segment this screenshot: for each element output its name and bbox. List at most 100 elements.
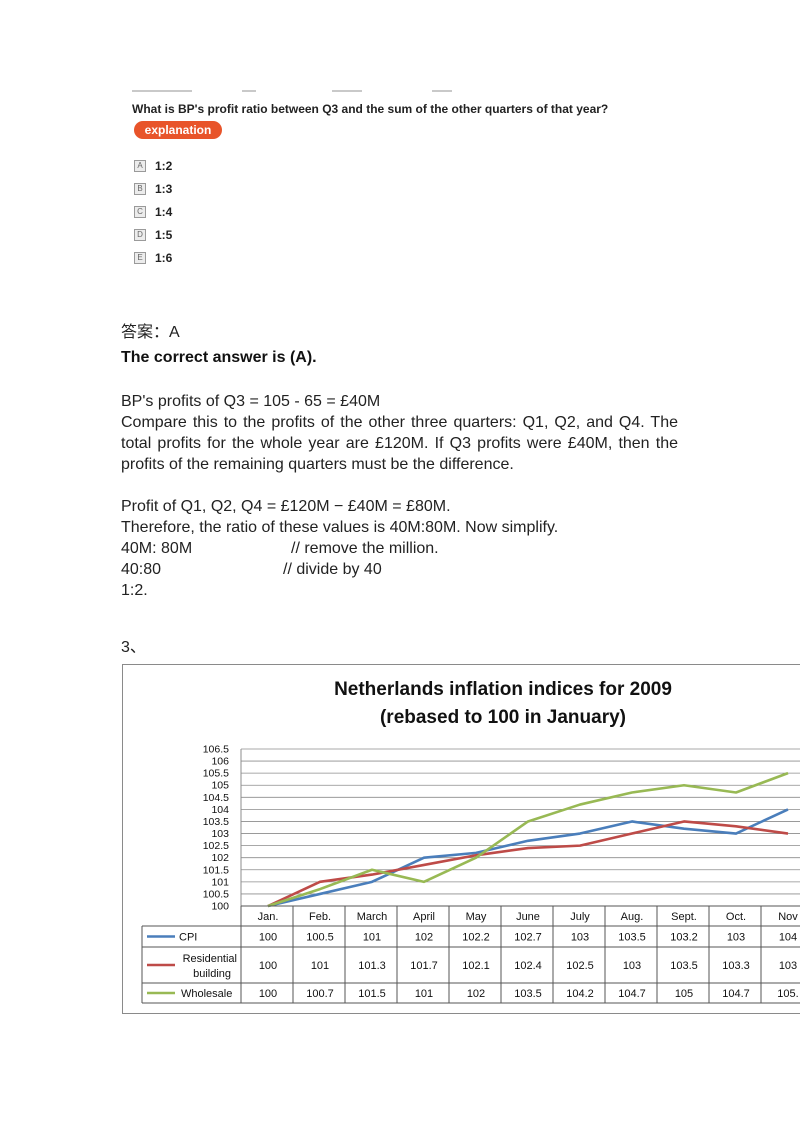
question-number: 3、 bbox=[121, 639, 146, 656]
category-label: Oct. bbox=[726, 911, 746, 923]
option-b[interactable]: B 1:3 bbox=[134, 177, 172, 200]
data-label: 104.7 bbox=[722, 988, 750, 1000]
step1: 40M: 80M bbox=[121, 540, 193, 557]
data-label: 104.7 bbox=[618, 988, 646, 1000]
data-label: 103 bbox=[623, 960, 641, 972]
inflation-chart: Netherlands inflation indices for 2009 (… bbox=[122, 664, 800, 1014]
option-a-text: 1:2 bbox=[155, 158, 173, 173]
option-a[interactable]: A 1:2 bbox=[134, 154, 172, 177]
answer-options: A 1:2 B 1:3 C 1:4 D 1:5 E 1:6 bbox=[134, 154, 172, 269]
data-label: 101.5 bbox=[358, 988, 386, 1000]
legend-label: CPI bbox=[179, 932, 197, 944]
option-d[interactable]: D 1:5 bbox=[134, 223, 172, 246]
y-tick-label: 102.5 bbox=[203, 840, 229, 852]
legend-label: Wholesale bbox=[181, 988, 232, 1000]
y-tick-label: 103.5 bbox=[203, 816, 229, 828]
data-label: 102.1 bbox=[462, 960, 490, 972]
data-label: 104.2 bbox=[566, 988, 594, 1000]
data-label: 102.5 bbox=[566, 960, 594, 972]
category-label: Aug. bbox=[621, 911, 644, 923]
category-label: April bbox=[413, 911, 435, 923]
explanation-button[interactable]: explanation bbox=[134, 121, 222, 139]
data-label: 103.5 bbox=[670, 960, 698, 972]
data-label: 105. bbox=[777, 988, 798, 1000]
data-label: 101 bbox=[363, 932, 381, 944]
y-tick-label: 104 bbox=[211, 804, 229, 816]
chart-title-line1: Netherlands inflation indices for 2009 bbox=[334, 679, 672, 700]
data-label: 101.3 bbox=[358, 960, 386, 972]
step2-comment: // divide by 40 bbox=[283, 561, 382, 578]
legend-label-line2: building bbox=[193, 968, 231, 980]
y-tick-label: 100.5 bbox=[203, 888, 229, 900]
step1-comment: // remove the million. bbox=[291, 540, 439, 557]
data-label: 100.7 bbox=[306, 988, 334, 1000]
y-tick-label: 100 bbox=[211, 901, 229, 913]
data-label: 104 bbox=[779, 932, 797, 944]
y-tick-label: 101.5 bbox=[203, 864, 229, 876]
data-label: 101 bbox=[415, 988, 433, 1000]
data-label: 101.7 bbox=[410, 960, 438, 972]
y-tick-label: 103 bbox=[211, 828, 229, 840]
correct-answer: The correct answer is (A). bbox=[121, 349, 317, 366]
explanation-p4: Therefore, the ratio of these values is … bbox=[121, 519, 559, 536]
step2: 40:80 bbox=[121, 561, 162, 578]
data-label: 103.3 bbox=[722, 960, 750, 972]
option-c[interactable]: C 1:4 bbox=[134, 200, 172, 223]
explanation-p1: BP's profits of Q3 = 105 - 65 = £40M bbox=[121, 393, 381, 410]
category-label: June bbox=[516, 911, 540, 923]
category-label: Feb. bbox=[309, 911, 331, 923]
data-label: 105 bbox=[675, 988, 693, 1000]
data-label: 102.7 bbox=[514, 932, 542, 944]
category-label: March bbox=[357, 911, 388, 923]
data-label: 103.5 bbox=[618, 932, 646, 944]
option-a-marker[interactable]: A bbox=[134, 159, 146, 172]
category-label: Nov bbox=[778, 911, 798, 923]
legend-label-line1: Residential bbox=[183, 953, 237, 965]
explanation-p2: Compare this to the profits of the other… bbox=[121, 414, 678, 473]
data-label: 101 bbox=[311, 960, 329, 972]
option-d-text: 1:5 bbox=[155, 227, 173, 242]
y-tick-label: 104.5 bbox=[203, 792, 229, 804]
category-label: Jan. bbox=[258, 911, 279, 923]
y-tick-label: 106.5 bbox=[203, 744, 229, 756]
data-label: 102.4 bbox=[514, 960, 542, 972]
category-label: July bbox=[570, 911, 590, 923]
data-label: 100 bbox=[259, 988, 277, 1000]
option-e-marker[interactable]: E bbox=[134, 251, 146, 264]
data-label: 103 bbox=[571, 932, 589, 944]
explanation-p3: Profit of Q1, Q2, Q4 = £120M − £40M = £8… bbox=[121, 498, 451, 515]
series-line-residential-building bbox=[267, 820, 789, 908]
y-tick-label: 101 bbox=[211, 876, 229, 888]
data-label: 100.5 bbox=[306, 932, 334, 944]
answer-label: 答案：A bbox=[121, 324, 180, 341]
category-label: Sept. bbox=[671, 911, 697, 923]
data-label: 102.2 bbox=[462, 932, 490, 944]
option-d-marker[interactable]: D bbox=[134, 228, 146, 241]
step3: 1:2. bbox=[121, 582, 148, 599]
data-label: 103 bbox=[727, 932, 745, 944]
option-b-marker[interactable]: B bbox=[134, 182, 146, 195]
series-line-wholesale bbox=[267, 771, 789, 908]
option-c-text: 1:4 bbox=[155, 204, 173, 219]
chart-title-line2: (rebased to 100 in January) bbox=[379, 707, 627, 728]
y-tick-label: 106 bbox=[211, 756, 229, 768]
question-text: What is BP's profit ratio between Q3 and… bbox=[132, 102, 609, 116]
data-label: 103 bbox=[779, 960, 797, 972]
data-label: 103.5 bbox=[514, 988, 542, 1000]
series-line-cpi bbox=[267, 808, 789, 908]
y-tick-label: 102 bbox=[211, 852, 229, 864]
y-tick-label: 105 bbox=[211, 780, 229, 792]
data-label: 102 bbox=[415, 932, 433, 944]
option-e-text: 1:6 bbox=[155, 250, 173, 265]
explanation-text: BP's profits of Q3 = 105 - 65 = £40M Com… bbox=[121, 391, 678, 601]
data-label: 103.2 bbox=[670, 932, 698, 944]
data-label: 102 bbox=[467, 988, 485, 1000]
y-tick-label: 105.5 bbox=[203, 768, 229, 780]
data-label: 100 bbox=[259, 960, 277, 972]
question-top-remnant bbox=[132, 90, 462, 93]
option-e[interactable]: E 1:6 bbox=[134, 246, 172, 269]
category-label: May bbox=[466, 911, 487, 923]
option-b-text: 1:3 bbox=[155, 181, 173, 196]
chart-svg: 100100.5101101.5102102.5103103.5104104.5… bbox=[141, 744, 800, 1004]
option-c-marker[interactable]: C bbox=[134, 205, 146, 218]
